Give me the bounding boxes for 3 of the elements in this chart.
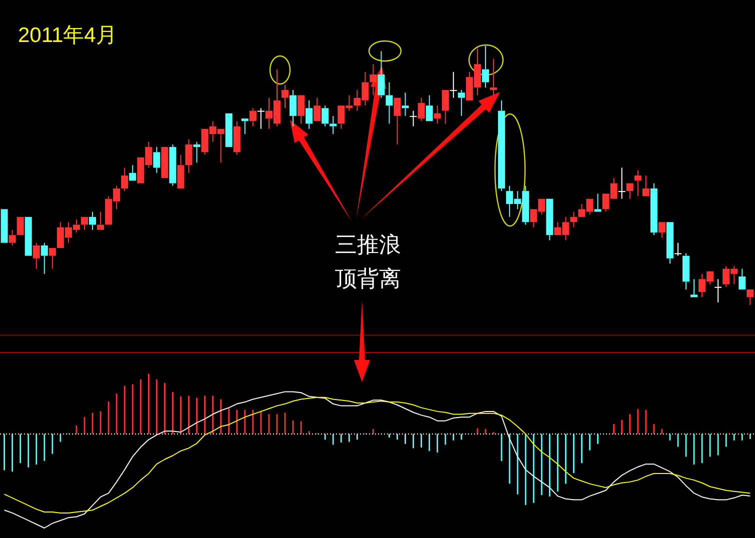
chart-title: 2011年4月 bbox=[18, 24, 117, 47]
annotation: 顶背离 bbox=[335, 266, 401, 291]
annotation: 三推浪 bbox=[335, 232, 401, 257]
